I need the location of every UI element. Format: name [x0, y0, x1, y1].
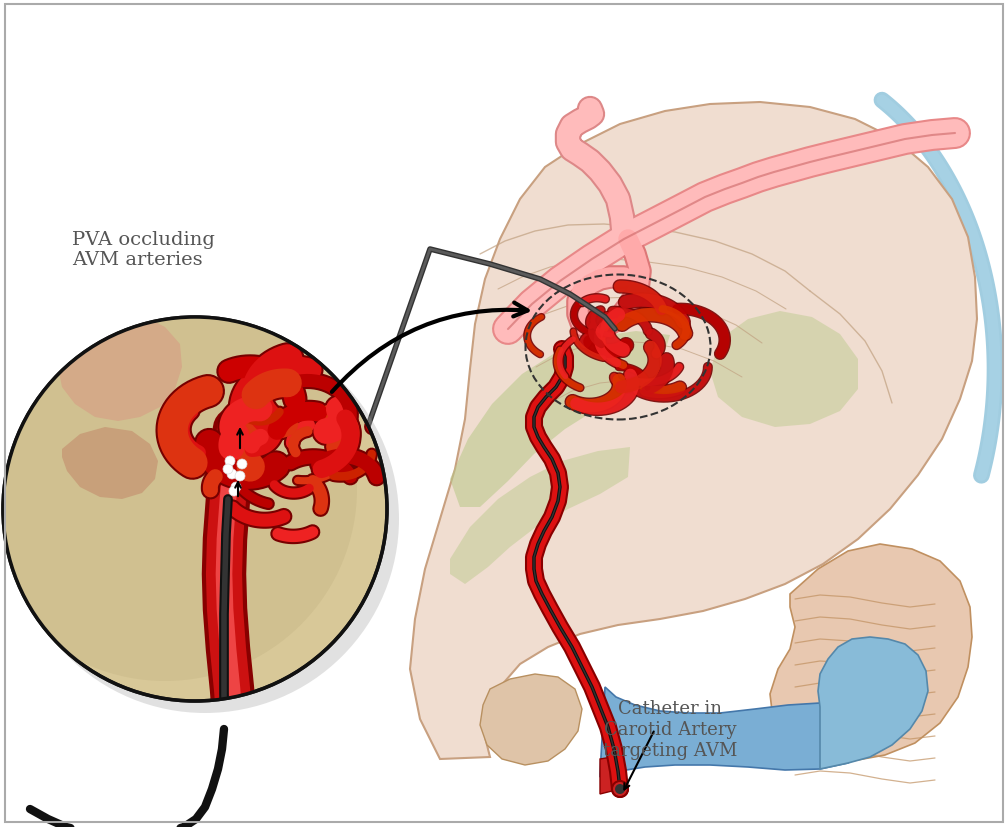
- Polygon shape: [710, 312, 858, 428]
- Text: Catheter in
Carotid Artery
targeting AVM: Catheter in Carotid Artery targeting AVM: [603, 699, 737, 758]
- Polygon shape: [600, 687, 875, 777]
- Circle shape: [227, 470, 237, 480]
- Polygon shape: [410, 103, 977, 759]
- Polygon shape: [770, 544, 972, 761]
- Circle shape: [223, 465, 233, 475]
- Polygon shape: [450, 332, 670, 508]
- Text: PVA occluding
AVM arteries: PVA occluding AVM arteries: [72, 231, 215, 269]
- Circle shape: [0, 298, 357, 681]
- Polygon shape: [58, 309, 182, 422]
- Circle shape: [235, 471, 245, 481]
- Polygon shape: [600, 757, 624, 794]
- Circle shape: [615, 784, 625, 794]
- Circle shape: [229, 486, 239, 496]
- Circle shape: [231, 482, 241, 492]
- Polygon shape: [62, 428, 158, 500]
- Polygon shape: [480, 674, 582, 765]
- Circle shape: [225, 457, 235, 466]
- Circle shape: [11, 326, 399, 713]
- Circle shape: [3, 318, 387, 701]
- Polygon shape: [450, 447, 630, 585]
- Circle shape: [612, 781, 628, 797]
- Polygon shape: [818, 638, 928, 769]
- Circle shape: [237, 460, 247, 470]
